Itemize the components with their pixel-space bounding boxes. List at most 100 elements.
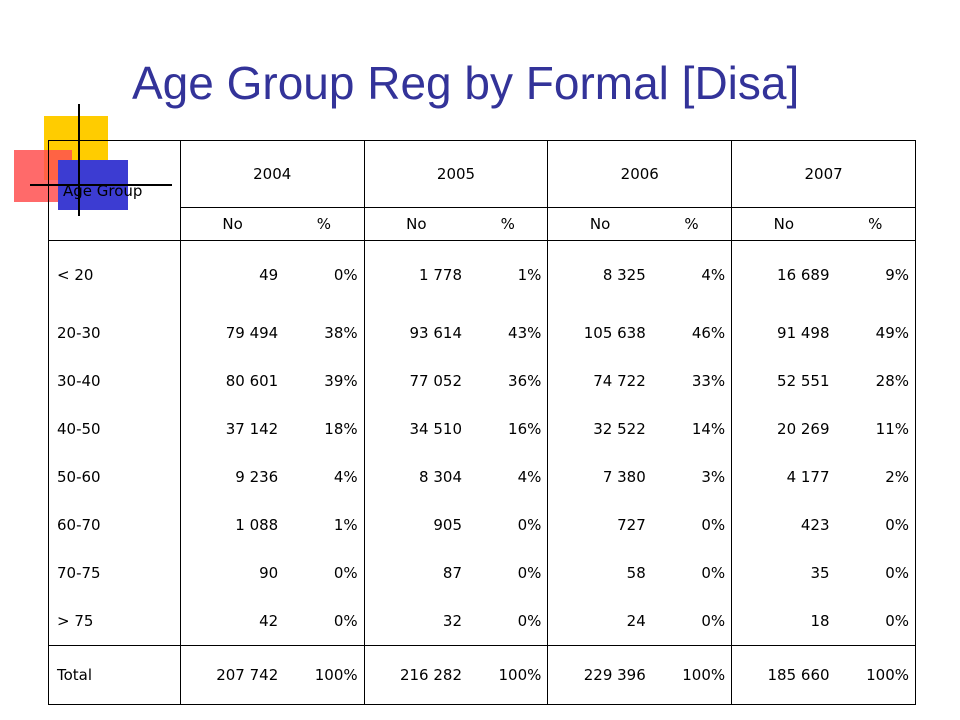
cell-percent: 0% [468,549,549,597]
cell-percent: 3% [651,453,733,501]
row-label: 50-60 [48,453,181,501]
cell-percent: 0% [284,597,365,646]
cell-count: 34 510 [409,420,463,438]
cell-percent: 9% [835,240,916,309]
cell-count: 37 142 [225,420,279,438]
cell-percent: 2% [835,453,916,501]
cell-count: 90 [259,564,279,582]
cell-percent: 0% [284,549,365,597]
cell-count: 1 778 [419,266,462,284]
cell-percent: 4% [284,453,365,501]
cell-percent: 49% [835,309,916,357]
cell-count: 7 380 [602,468,646,486]
table-row: 30-40 80 601 39% 77 052 36% 74 722 33% 52 551 28… [48,357,916,405]
cell-percent: 38% [284,309,365,357]
age-group-header: Age Group [48,140,181,241]
year-header-2007: 2007 [731,140,916,208]
row-label: 70-75 [48,549,181,597]
cell-percent: 0% [651,549,733,597]
table-row: 20-30 79 494 38% 93 614 43% 105 638 46% 91 498 4… [48,309,916,357]
table-row: 50-60 9 236 4% 8 304 4% 7 380 3% 4 177 2% [48,453,916,501]
cell-count: 105 638 [583,324,646,342]
subheader-no: No [180,207,285,241]
cell-percent: 4% [651,240,733,309]
cell-percent: 0% [835,597,916,646]
year-header-2006: 2006 [547,140,733,208]
cell-percent: 0% [468,597,549,646]
subheader-pct: % [284,207,365,241]
cell-count: 4 177 [786,468,830,486]
cell-percent: 46% [651,309,733,357]
cell-percent: 0% [835,549,916,597]
cell-percent: 0% [651,501,733,549]
cell-count: 20 269 [777,420,830,438]
cell-count: 229 396 [547,645,652,705]
total-row: Total 207 742 100% 216 282 100% 229 396 100% 18… [48,645,916,705]
cell-percent: 100% [835,645,916,705]
subheader-pct: % [835,207,916,241]
cell-count: 1 088 [235,516,279,534]
row-label: < 20 [48,240,181,309]
table-row: < 20 49 0% 1 778 1% 8 325 4% 16 689 9% [48,240,916,309]
cell-count: 93 614 [409,324,463,342]
cell-count: 35 [810,564,830,582]
cell-count: 8 325 [602,266,646,284]
year-header-2004: 2004 [180,140,365,208]
row-label: > 75 [48,597,181,646]
subheader-pct: % [651,207,733,241]
data-table-container: Age Group 2004 2005 2006 2007 No % No % … [48,140,916,705]
cell-count: 32 522 [593,420,646,438]
age-group-table: Age Group 2004 2005 2006 2007 No % No % … [48,140,916,705]
cell-percent: 43% [468,309,549,357]
cell-percent: 0% [835,501,916,549]
cell-percent: 28% [835,357,916,405]
cell-count: 9 236 [235,468,279,486]
cell-percent: 0% [651,597,733,646]
subheader-no: No [364,207,468,241]
cell-count: 207 742 [180,645,285,705]
table-row: 60-70 1 088 1% 905 0% 727 0% 423 0% [48,501,916,549]
cell-count: 423 [800,516,830,534]
cell-count: 42 [259,612,279,630]
cell-percent: 33% [651,357,733,405]
cell-percent: 100% [651,645,733,705]
cell-count: 79 494 [225,324,279,342]
year-header-2005: 2005 [364,140,549,208]
cell-count: 727 [617,516,646,534]
cell-percent: 100% [284,645,365,705]
cell-percent: 0% [284,240,365,309]
cell-percent: 18% [284,405,365,453]
subheader-no: No [547,207,652,241]
cell-percent: 11% [835,405,916,453]
cell-percent: 0% [468,501,549,549]
cell-percent: 36% [468,357,549,405]
cell-percent: 1% [284,501,365,549]
row-label: 60-70 [48,501,181,549]
subheader-no: No [731,207,836,241]
cell-count: 905 [433,516,462,534]
cell-count: 77 052 [409,372,463,390]
row-label: 20-30 [48,309,181,357]
cell-count: 49 [259,266,279,284]
subheader-pct: % [468,207,549,241]
cell-percent: 4% [468,453,549,501]
cell-count: 185 660 [731,645,836,705]
table-row: 40-50 37 142 18% 34 510 16% 32 522 14% 20 269 11… [48,405,916,453]
cell-count: 18 [810,612,830,630]
cell-percent: 100% [468,645,549,705]
cell-count: 8 304 [419,468,462,486]
cell-count: 91 498 [777,324,830,342]
cell-count: 24 [626,612,646,630]
cell-percent: 39% [284,357,365,405]
cell-count: 16 689 [777,266,830,284]
table-row: > 75 42 0% 32 0% 24 0% 18 0% [48,597,916,646]
cell-count: 216 282 [364,645,468,705]
row-label: 40-50 [48,405,181,453]
cell-count: 87 [442,564,462,582]
cell-count: 74 722 [593,372,646,390]
cell-count: 58 [626,564,646,582]
cell-count: 32 [442,612,462,630]
slide-title: Age Group Reg by Formal [Disa] [132,57,800,109]
cell-count: 52 551 [777,372,830,390]
row-label: Total [48,645,181,705]
